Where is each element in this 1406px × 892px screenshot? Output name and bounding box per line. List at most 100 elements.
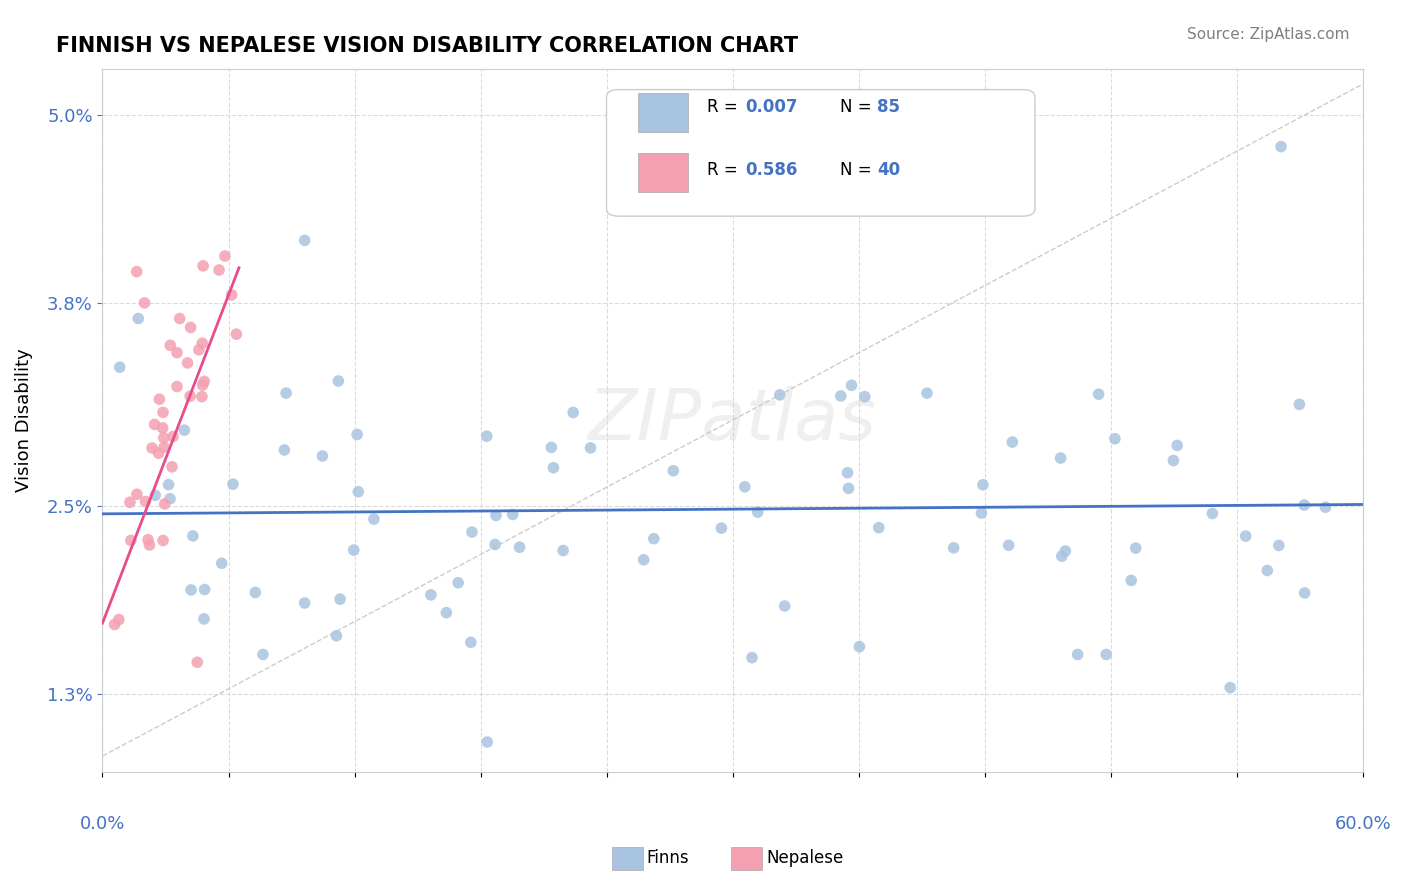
Point bbox=[118, 495, 141, 509]
Point bbox=[294, 596, 316, 610]
Text: R =: R = bbox=[707, 98, 744, 116]
Point bbox=[252, 648, 274, 662]
Point bbox=[153, 497, 176, 511]
Text: FINNISH VS NEPALESE VISION DISABILITY CORRELATION CHART: FINNISH VS NEPALESE VISION DISABILITY CO… bbox=[56, 36, 799, 55]
Point bbox=[1288, 397, 1310, 411]
Point bbox=[179, 389, 201, 403]
Point bbox=[1315, 500, 1337, 515]
Point bbox=[245, 585, 267, 599]
Point bbox=[108, 360, 131, 375]
Text: 40: 40 bbox=[877, 161, 901, 179]
Y-axis label: Vision Disability: Vision Disability bbox=[15, 348, 32, 492]
Point bbox=[461, 524, 484, 539]
Point bbox=[419, 588, 441, 602]
Point bbox=[180, 582, 202, 597]
Point bbox=[162, 429, 184, 443]
Text: Finns: Finns bbox=[647, 849, 689, 867]
Point bbox=[447, 575, 470, 590]
Point bbox=[181, 529, 204, 543]
Point bbox=[103, 617, 125, 632]
Point bbox=[1054, 544, 1077, 558]
Point bbox=[540, 441, 562, 455]
Point bbox=[1087, 387, 1109, 401]
Point bbox=[773, 599, 796, 613]
Point bbox=[1050, 549, 1073, 564]
Point bbox=[225, 327, 247, 342]
Point bbox=[1121, 574, 1143, 588]
Text: 85: 85 bbox=[877, 98, 900, 116]
Text: 0.007: 0.007 bbox=[745, 98, 797, 116]
Point bbox=[837, 481, 859, 495]
Point bbox=[141, 441, 163, 455]
Point bbox=[1270, 139, 1292, 153]
Point bbox=[562, 405, 585, 419]
Point bbox=[152, 405, 174, 419]
Point bbox=[1066, 648, 1088, 662]
Point bbox=[1125, 541, 1147, 555]
Point bbox=[1201, 507, 1223, 521]
Point bbox=[191, 378, 214, 392]
Point bbox=[120, 533, 142, 548]
Point bbox=[710, 521, 733, 535]
Point bbox=[970, 506, 993, 520]
Point bbox=[221, 288, 243, 302]
Point bbox=[193, 375, 215, 389]
Point bbox=[769, 388, 792, 402]
Point bbox=[211, 556, 233, 570]
Point bbox=[125, 487, 148, 501]
Point bbox=[475, 429, 498, 443]
Point bbox=[294, 234, 316, 248]
Point bbox=[191, 259, 214, 273]
FancyBboxPatch shape bbox=[638, 153, 689, 192]
Point bbox=[837, 466, 859, 480]
Point bbox=[1294, 586, 1316, 600]
Point bbox=[553, 543, 575, 558]
Point bbox=[186, 655, 208, 669]
Point bbox=[135, 494, 157, 508]
Point bbox=[347, 484, 370, 499]
Point bbox=[148, 392, 170, 407]
Point bbox=[1294, 498, 1316, 512]
Point bbox=[868, 521, 890, 535]
Point bbox=[1234, 529, 1257, 543]
Point bbox=[1001, 435, 1024, 450]
Point bbox=[152, 431, 174, 445]
Point bbox=[1095, 648, 1118, 662]
Point bbox=[343, 543, 366, 558]
FancyBboxPatch shape bbox=[606, 89, 1035, 216]
Point bbox=[502, 508, 524, 522]
Point bbox=[193, 612, 215, 626]
FancyBboxPatch shape bbox=[638, 93, 689, 132]
Point bbox=[848, 640, 870, 654]
Point bbox=[325, 629, 347, 643]
Point bbox=[143, 417, 166, 432]
Point bbox=[134, 296, 156, 310]
Text: ZIPatlas: ZIPatlas bbox=[588, 385, 877, 455]
Point bbox=[643, 532, 665, 546]
Point bbox=[997, 538, 1019, 552]
Point bbox=[166, 345, 188, 359]
Point bbox=[136, 533, 159, 547]
Text: N =: N = bbox=[839, 161, 876, 179]
Point bbox=[1256, 564, 1278, 578]
Point bbox=[942, 541, 965, 555]
Point bbox=[127, 311, 149, 326]
Text: 0.586: 0.586 bbox=[745, 161, 797, 179]
Point bbox=[830, 389, 852, 403]
Point bbox=[460, 635, 482, 649]
Point bbox=[153, 440, 176, 454]
Text: R =: R = bbox=[707, 161, 744, 179]
Point bbox=[173, 423, 195, 437]
Point bbox=[157, 477, 180, 491]
Point bbox=[734, 480, 756, 494]
Point bbox=[509, 540, 531, 554]
Point bbox=[484, 537, 506, 551]
Point bbox=[346, 427, 368, 442]
Point bbox=[747, 505, 769, 519]
Point bbox=[1166, 438, 1188, 452]
Point bbox=[138, 538, 160, 552]
Point bbox=[159, 491, 181, 506]
Point bbox=[841, 378, 863, 392]
Point bbox=[143, 488, 166, 502]
Point bbox=[1049, 451, 1071, 466]
